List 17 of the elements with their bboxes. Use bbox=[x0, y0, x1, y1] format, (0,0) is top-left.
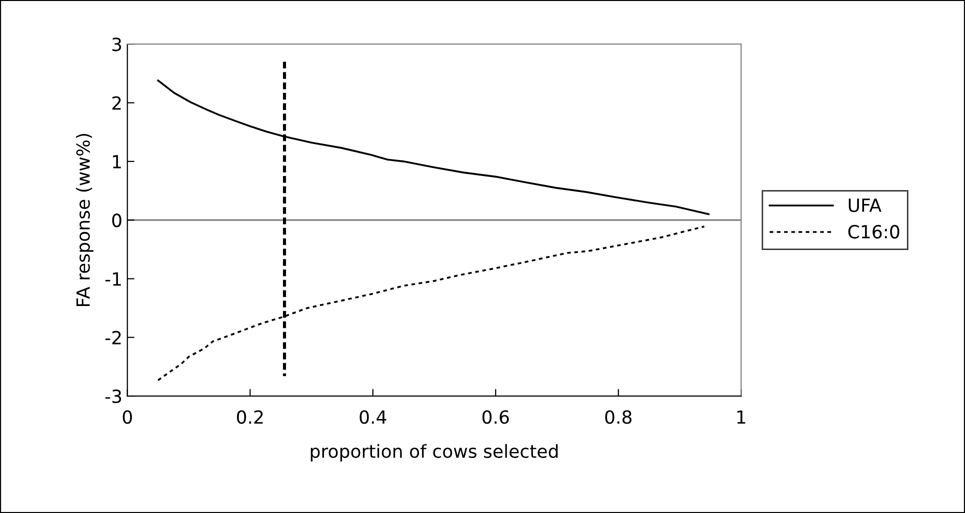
legend-label: UFA bbox=[848, 198, 882, 212]
legend-label: C16:0 bbox=[848, 224, 900, 239]
y-tick-label: 3 bbox=[112, 38, 122, 52]
x-tick-label: 0.4 bbox=[360, 410, 386, 424]
x-tick-label: 1 bbox=[737, 410, 746, 424]
y-tick-label: 0 bbox=[112, 214, 122, 228]
x-axis-title: proportion of cows selected bbox=[310, 444, 558, 462]
x-tick-label: 0 bbox=[122, 410, 132, 424]
y-tick-label: 2 bbox=[112, 96, 121, 110]
y-tick-label: 1 bbox=[113, 155, 121, 168]
y-tick-label: -2 bbox=[105, 330, 121, 344]
y-axis-title: FA response (ww%) bbox=[76, 134, 94, 306]
x-tick-label: 0.2 bbox=[236, 410, 263, 424]
x-tick-label: 0.8 bbox=[605, 410, 632, 424]
x-tick-label: 0.6 bbox=[482, 410, 509, 424]
y-tick-label: -3 bbox=[105, 389, 122, 404]
y-tick-label: -1 bbox=[105, 272, 121, 286]
